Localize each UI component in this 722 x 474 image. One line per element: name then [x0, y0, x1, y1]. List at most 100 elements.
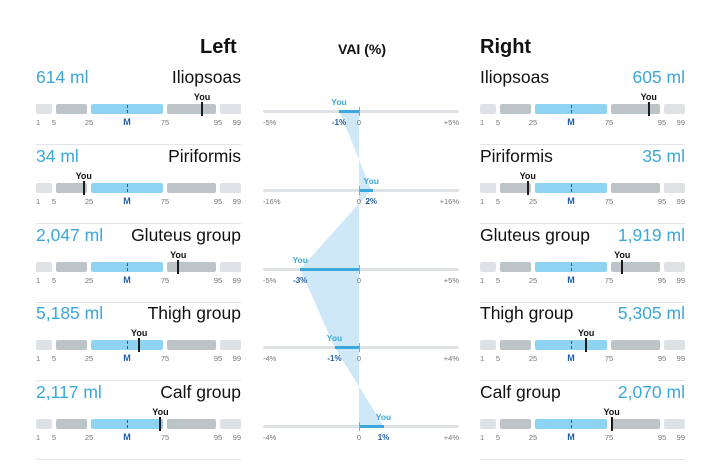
percentile-segment	[480, 419, 496, 429]
percentile-tick-label: 99	[232, 354, 241, 363]
you-marker	[647, 102, 650, 116]
percentile-tick-label: 99	[676, 354, 685, 363]
percentile-segment	[664, 262, 685, 272]
vai-you-label: You	[326, 333, 343, 343]
percentile-segment	[56, 183, 87, 193]
vai-value-label: -1%	[331, 118, 347, 127]
percentile-segment	[500, 183, 531, 193]
right-percentile-bar: M You 1 5 25 75 95 99	[480, 250, 685, 302]
percentile-tick-label: 75	[604, 276, 614, 285]
vai-zero-tick: 0	[356, 433, 362, 442]
percentile-tick-label: 25	[528, 197, 538, 206]
percentile-tick-label: 5	[495, 118, 501, 127]
row-divider	[36, 302, 241, 303]
muscle-panel-right[interactable]: 1,919 ml Gluteus group M You 1 5 25 75 95 99	[480, 224, 685, 303]
you-marker	[621, 260, 624, 274]
median-label: M	[123, 117, 131, 127]
percentile-segment	[56, 262, 87, 272]
percentile-segment	[36, 262, 52, 272]
median-marker	[571, 184, 572, 192]
row-divider	[480, 223, 685, 224]
percentile-tick-label: 1	[480, 433, 485, 442]
vai-min-tick: -4%	[263, 354, 277, 363]
left-volume-value: 5,185 ml	[36, 303, 104, 323]
vai-max-tick: +4%	[443, 354, 459, 363]
left-percentile-bar: M You 1 5 25 75 95 99	[36, 407, 241, 459]
row-divider	[36, 144, 241, 145]
right-volume-value: 605 ml	[632, 67, 685, 87]
muscle-panel-right[interactable]: 2,070 ml Calf group M You 1 5 25 75 95 99	[480, 381, 685, 460]
muscle-panel-right[interactable]: 605 ml Iliopsoas M You 1 5 25 75 95 99	[480, 66, 685, 145]
percentile-tick-label: 75	[160, 276, 170, 285]
percentile-tick-label: 5	[51, 197, 57, 206]
row-divider	[480, 380, 685, 381]
percentile-segment	[167, 262, 216, 272]
percentile-segment	[611, 419, 660, 429]
left-percentile-bar: M You 1 5 25 75 95 99	[36, 171, 241, 223]
vai-value-label: 1%	[377, 433, 390, 442]
percentile-tick-label: 75	[604, 433, 614, 442]
right-header: Right	[480, 36, 532, 58]
vai-max-tick: +16%	[439, 197, 459, 206]
vai-zero-tick: 0	[356, 276, 362, 285]
vai-value-fill	[339, 110, 359, 113]
muscle-panel-left[interactable]: 34 ml Piriformis M You 1 5 25 75 95 99	[36, 145, 241, 224]
percentile-segment	[611, 183, 660, 193]
percentile-tick-label: 1	[36, 197, 41, 206]
percentile-segment	[611, 340, 660, 350]
you-marker	[138, 338, 141, 352]
percentile-segment	[664, 104, 685, 114]
median-label: M	[567, 196, 575, 206]
percentile-segment	[36, 183, 52, 193]
vai-you-label: You	[363, 176, 379, 186]
vai-max-tick: +5%	[443, 276, 459, 285]
median-marker	[127, 341, 128, 349]
percentile-tick-label: 99	[232, 433, 241, 442]
vai-zero-tick: 0	[356, 118, 362, 127]
percentile-tick-label: 95	[213, 118, 223, 127]
you-marker	[82, 181, 85, 195]
percentile-tick-label: 1	[480, 354, 485, 363]
percentile-segment	[480, 104, 496, 114]
percentile-tick-label: 5	[495, 197, 501, 206]
percentile-tick-label: 25	[528, 354, 538, 363]
percentile-segment	[664, 340, 685, 350]
median-label: M	[123, 275, 131, 285]
percentile-tick-label: 99	[676, 433, 685, 442]
vai-value-fill	[359, 189, 373, 192]
percentile-tick-label: 5	[51, 276, 57, 285]
you-label: You	[519, 171, 536, 181]
muscle-panel-right[interactable]: 35 ml Piriformis M You 1 5 25 75 95 99	[480, 145, 685, 224]
left-muscle-name: Calf group	[160, 382, 241, 402]
percentile-segment	[56, 104, 87, 114]
percentile-segment	[220, 340, 241, 350]
left-muscle-name: Gluteus group	[131, 225, 241, 245]
muscle-panel-left[interactable]: 2,047 ml Gluteus group M You 1 5 25 75 95 99	[36, 224, 241, 303]
percentile-segment	[220, 183, 241, 193]
percentile-segment	[220, 262, 241, 272]
percentile-tick-label: 75	[160, 118, 170, 127]
muscle-panel-left[interactable]: 2,117 ml Calf group M You 1 5 25 75 95 99	[36, 381, 241, 460]
percentile-segment	[220, 104, 241, 114]
median-marker	[127, 184, 128, 192]
median-label: M	[567, 117, 575, 127]
you-label: You	[130, 328, 148, 338]
median-marker	[571, 263, 572, 271]
percentile-tick-label: 1	[480, 276, 485, 285]
vai-value-fill	[300, 268, 359, 271]
muscle-panel-left[interactable]: 5,185 ml Thigh group M You 1 5 25 75 95 99	[36, 302, 241, 381]
vai-value-fill	[334, 346, 359, 349]
vai-track	[263, 110, 459, 113]
vai-row: You -3% -5% 0 +5%	[263, 255, 459, 308]
row-divider	[480, 302, 685, 303]
vai-header: VAI (%)	[338, 41, 386, 57]
right-muscle-name: Iliopsoas	[480, 67, 550, 87]
muscle-panel-right[interactable]: 5,305 ml Thigh group M You 1 5 25 75 95 99	[480, 302, 685, 381]
vai-you-label: You	[331, 97, 347, 107]
vai-row: You -1% -4% 0 +4%	[263, 333, 459, 386]
vai-zero-line	[359, 107, 360, 116]
percentile-tick-label: 25	[84, 118, 94, 127]
you-label: You	[603, 407, 620, 417]
right-volume-value: 5,305 ml	[617, 303, 685, 323]
muscle-panel-left[interactable]: 614 ml Iliopsoas M You 1 5 25 75 95 99	[36, 66, 241, 145]
